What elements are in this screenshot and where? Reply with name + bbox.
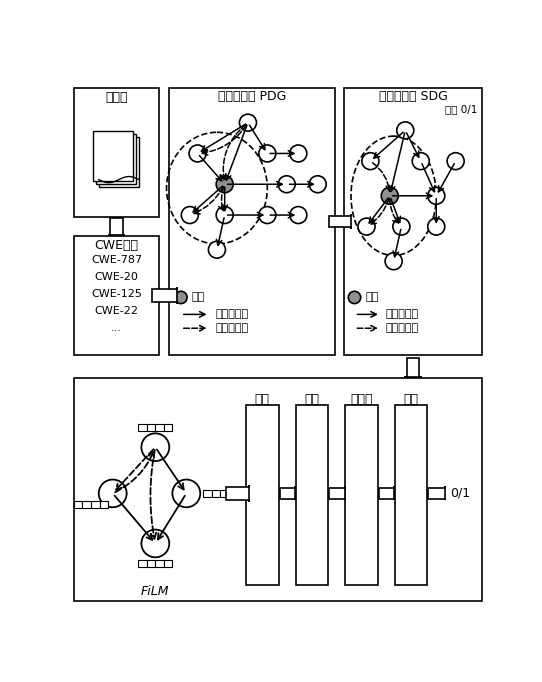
Bar: [100, 501, 108, 508]
Bar: [147, 561, 156, 567]
Bar: [82, 501, 91, 508]
Bar: [138, 561, 147, 567]
Text: 控制依赖边: 控制依赖边: [215, 310, 248, 319]
Circle shape: [209, 241, 225, 258]
Circle shape: [290, 145, 307, 162]
Circle shape: [181, 207, 198, 224]
Text: 控制依赖边: 控制依赖边: [385, 310, 418, 319]
Text: 池化: 池化: [305, 393, 319, 406]
Bar: [345, 405, 378, 585]
Circle shape: [99, 479, 127, 507]
Polygon shape: [108, 218, 125, 235]
Bar: [95, 134, 136, 184]
Bar: [395, 405, 427, 585]
Bar: [221, 490, 229, 497]
Bar: [212, 490, 221, 497]
Text: 数据依赖边: 数据依赖边: [215, 323, 248, 333]
Circle shape: [385, 253, 402, 269]
Bar: [164, 561, 172, 567]
Text: CWE-22: CWE-22: [94, 306, 139, 316]
Circle shape: [428, 188, 445, 205]
Text: 卷积: 卷积: [255, 393, 270, 406]
Text: 数据依赖边: 数据依赖边: [385, 323, 418, 333]
Bar: [246, 405, 279, 585]
Bar: [147, 424, 156, 431]
Circle shape: [358, 218, 375, 235]
Text: 0/1: 0/1: [450, 487, 470, 500]
Circle shape: [240, 114, 256, 131]
Bar: [74, 501, 82, 508]
Circle shape: [362, 153, 379, 170]
Polygon shape: [280, 486, 295, 501]
Circle shape: [381, 188, 398, 205]
Bar: [344, 88, 482, 355]
Bar: [74, 236, 159, 355]
Bar: [156, 561, 164, 567]
Circle shape: [290, 207, 307, 224]
Polygon shape: [330, 214, 351, 229]
Circle shape: [412, 153, 429, 170]
Bar: [229, 490, 237, 497]
Bar: [74, 88, 159, 217]
Circle shape: [259, 145, 276, 162]
Polygon shape: [428, 486, 445, 501]
Text: 标签 0/1: 标签 0/1: [446, 104, 478, 115]
Bar: [169, 88, 335, 355]
Circle shape: [349, 291, 360, 303]
Circle shape: [397, 122, 414, 139]
Bar: [74, 379, 482, 601]
Polygon shape: [404, 357, 422, 376]
Circle shape: [428, 218, 445, 235]
Text: 全连接: 全连接: [350, 393, 373, 406]
Circle shape: [259, 207, 276, 224]
Circle shape: [309, 176, 326, 193]
Circle shape: [189, 145, 206, 162]
Polygon shape: [225, 485, 249, 502]
Circle shape: [393, 218, 410, 235]
Text: CWE分类: CWE分类: [94, 239, 139, 252]
Text: CWE-787: CWE-787: [91, 256, 142, 265]
Text: 切点: 切点: [192, 293, 205, 302]
Bar: [91, 501, 100, 508]
Circle shape: [278, 176, 295, 193]
Text: 源代码: 源代码: [105, 91, 128, 104]
Polygon shape: [329, 486, 345, 501]
Text: 程序依赖图 PDG: 程序依赖图 PDG: [218, 90, 286, 103]
Text: ...: ...: [111, 323, 122, 333]
Text: FiLM: FiLM: [141, 585, 170, 598]
Circle shape: [447, 153, 464, 170]
Bar: [203, 490, 212, 497]
Circle shape: [216, 176, 233, 193]
Text: 切片依赖图 SDG: 切片依赖图 SDG: [378, 90, 448, 103]
Bar: [93, 131, 133, 181]
Text: CWE-20: CWE-20: [95, 272, 139, 282]
Bar: [295, 405, 328, 585]
Polygon shape: [379, 486, 395, 501]
Bar: [99, 137, 139, 188]
Circle shape: [172, 479, 201, 507]
Bar: [164, 424, 172, 431]
Text: CWE-125: CWE-125: [91, 289, 142, 299]
Text: 分类: 分类: [404, 393, 418, 406]
Circle shape: [216, 207, 233, 224]
Circle shape: [175, 291, 187, 303]
Circle shape: [141, 530, 169, 557]
Bar: [156, 424, 164, 431]
Circle shape: [141, 433, 169, 461]
Text: 切点: 切点: [365, 293, 379, 302]
Bar: [138, 424, 147, 431]
Polygon shape: [152, 287, 177, 304]
